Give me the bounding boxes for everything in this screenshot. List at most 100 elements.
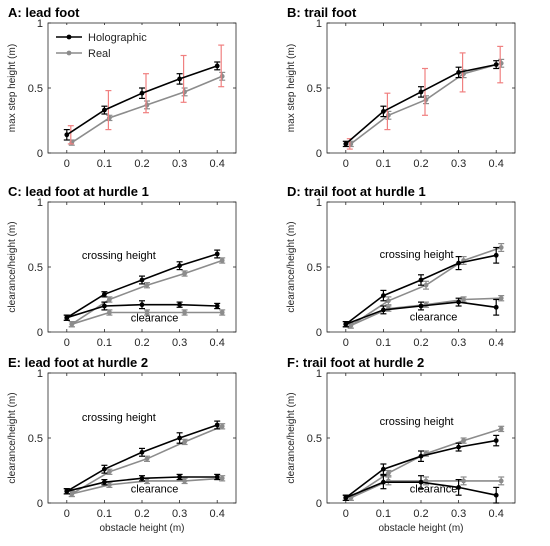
- holographic-point: [64, 488, 70, 494]
- panel-b: B: trail foot 0 0.1 0.2 0.3 0.4 0 0.5 1 max step …: [286, 5, 516, 170]
- y-tick-label: 0: [316, 327, 322, 339]
- holographic-point: [64, 315, 70, 321]
- holographic-point: [177, 435, 183, 441]
- x-tick-label: 0.2: [413, 508, 428, 520]
- y-tick-label: 1: [316, 368, 322, 380]
- y-axis-label: clearance/height (m): [7, 392, 18, 483]
- y-tick-label: 1: [37, 197, 43, 209]
- annotation-label: clearance: [131, 313, 179, 325]
- x-tick-label: 0.4: [210, 158, 225, 170]
- holographic-point: [177, 263, 183, 269]
- holographic-point: [139, 475, 145, 481]
- real-point: [182, 271, 188, 276]
- real-point: [219, 475, 225, 481]
- x-tick-label: 0.3: [172, 508, 187, 520]
- holographic-point: [418, 303, 424, 309]
- holographic-point: [381, 307, 386, 313]
- real-point: [69, 491, 75, 497]
- real-point: [69, 321, 75, 327]
- y-tick-label: 0.5: [307, 83, 322, 95]
- x-tick-label: 0.1: [376, 337, 391, 349]
- panel-title: A: lead foot: [8, 5, 80, 20]
- holographic-point: [418, 453, 424, 459]
- y-tick-label: 0.5: [28, 433, 43, 445]
- legend-item-holographic: Holographic: [88, 32, 147, 44]
- y-tick-label: 0: [316, 498, 322, 510]
- panel-title: E: lead foot at hurdle 2: [8, 355, 148, 370]
- holographic-point: [177, 302, 183, 308]
- legend: Holographic Real: [50, 25, 156, 60]
- panel-title: D: trail foot at hurdle 1: [287, 184, 426, 199]
- holographic-point: [456, 70, 461, 75]
- holographic-point: [102, 107, 107, 113]
- holographic-point: [493, 62, 499, 67]
- holographic-point: [456, 444, 461, 450]
- x-tick-label: 0: [343, 158, 349, 170]
- holographic-point: [493, 438, 499, 443]
- y-axis-label: clearance/height (m): [286, 221, 297, 312]
- holographic-point: [102, 291, 107, 297]
- panel-a: A: lead foot 0 0.1 0.2 0.3 0.4 0 0.5 1 max step h…: [7, 5, 237, 170]
- x-tick-label: 0.3: [451, 158, 466, 170]
- holographic-point: [381, 293, 386, 298]
- panel-c: C: lead foot at hurdle 1 0 0.1 0.2 0.3 0.4 0 0.…: [7, 184, 237, 349]
- holographic-point: [214, 303, 220, 309]
- holographic-point: [214, 251, 220, 257]
- y-tick-label: 0.5: [28, 262, 43, 274]
- holographic-point: [102, 303, 107, 309]
- real-point: [182, 439, 188, 445]
- x-tick-label: 0.3: [172, 158, 187, 170]
- x-tick-label: 0.2: [134, 508, 149, 520]
- real-point: [498, 426, 504, 432]
- x-tick-label: 0.3: [172, 337, 187, 349]
- annotation-label: crossing height: [82, 250, 156, 262]
- real-point: [219, 73, 225, 79]
- x-tick-label: 0.1: [97, 508, 112, 520]
- x-tick-label: 0.4: [210, 508, 225, 520]
- y-axis-label: max step height (m): [286, 44, 297, 132]
- holographic-point: [418, 89, 424, 95]
- real-point: [107, 297, 112, 302]
- holographic-point: [177, 474, 183, 480]
- real-point: [219, 258, 225, 263]
- annotation-label: clearance: [410, 484, 458, 496]
- annotation-label: crossing height: [380, 416, 454, 428]
- holographic-point: [381, 109, 386, 114]
- real-point: [498, 478, 504, 484]
- real-point: [144, 102, 150, 108]
- real-point: [461, 438, 466, 443]
- x-tick-label: 0.2: [134, 158, 149, 170]
- holographic-point: [102, 466, 107, 472]
- holographic-point: [381, 479, 386, 485]
- legend-item-holographic-marker: [66, 34, 72, 40]
- real-point: [461, 297, 466, 302]
- x-tick-label: 0: [64, 158, 70, 170]
- y-tick-label: 0.5: [307, 433, 322, 445]
- holographic-series-line: [345, 63, 497, 145]
- y-axis-label: max step height (m): [7, 44, 18, 132]
- x-tick-label: 0.1: [376, 508, 391, 520]
- panel-f: F: trail foot at hurdle 2 0 0.1 0.2 0.3 0.4 0 0…: [286, 355, 516, 534]
- real-point: [107, 469, 112, 475]
- y-tick-label: 1: [316, 197, 322, 209]
- real-point: [348, 323, 354, 328]
- real-point: [423, 282, 429, 288]
- holographic-point: [343, 141, 349, 147]
- real-point: [386, 112, 391, 118]
- holographic-point: [381, 466, 386, 472]
- x-tick-label: 0.3: [451, 337, 466, 349]
- holographic-point: [139, 90, 145, 96]
- x-tick-label: 0.2: [134, 337, 149, 349]
- x-tick-label: 0.1: [97, 158, 112, 170]
- panel-title: C: lead foot at hurdle 1: [8, 184, 149, 199]
- holographic-point: [493, 304, 499, 310]
- x-tick-label: 0.2: [413, 337, 428, 349]
- holographic-point: [64, 132, 70, 138]
- x-tick-label: 0.1: [376, 158, 391, 170]
- real-point: [107, 482, 112, 488]
- real-point: [107, 115, 112, 121]
- legend-item-real: Real: [88, 48, 111, 60]
- annotation-label: clearance: [410, 311, 458, 323]
- legend-item-real-marker: [66, 50, 72, 56]
